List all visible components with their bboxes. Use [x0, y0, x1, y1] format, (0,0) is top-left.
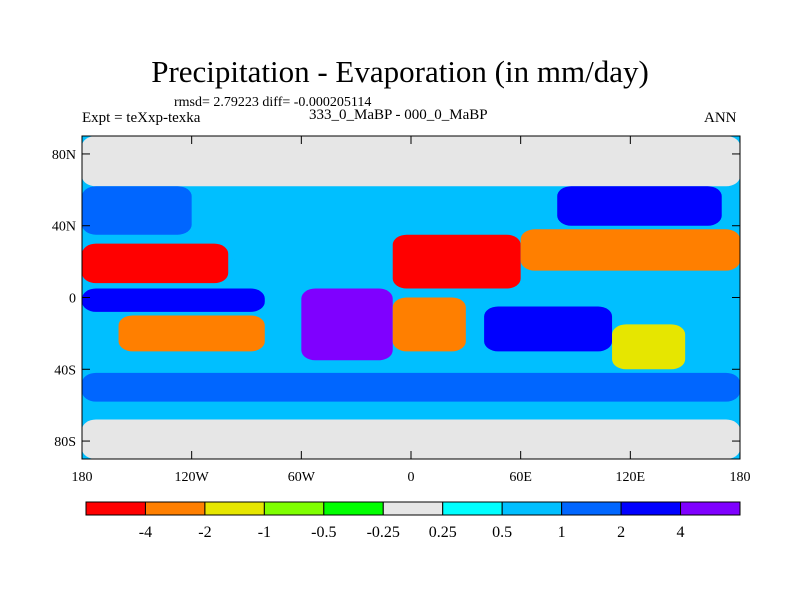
colorbar-swatch — [680, 501, 741, 516]
colorbar-label: 0.5 — [492, 524, 512, 541]
map-region-subtropical-dry-belt — [392, 234, 521, 289]
x-tick-label: 180 — [72, 470, 93, 485]
colorbar-label: -0.25 — [367, 524, 400, 541]
map-axes: 180 120W 60W 0 60E 120E 180 80N 40N 0 40S 80S — [52, 135, 751, 485]
map-region-polar-north — [82, 136, 740, 187]
colorbar-label: -1 — [258, 524, 271, 541]
map-region-asia-wet — [557, 186, 722, 226]
map-region-north-pacific-dry — [82, 243, 229, 284]
colorbar-label: -0.5 — [311, 524, 336, 541]
colorbar-swatch — [561, 501, 622, 516]
colorbar-label: 0.25 — [429, 524, 457, 541]
colorbar-swatch — [382, 501, 444, 516]
map-region-north-continent-wet — [228, 198, 338, 262]
colorbar-swatch — [323, 501, 384, 516]
map-region-tropical-land-wet — [301, 288, 393, 361]
x-tick-label: 0 — [408, 470, 415, 485]
x-tick-label: 60W — [288, 470, 316, 485]
experiment-label: Expt = teXxp-texka — [82, 110, 201, 126]
colorbar-swatch — [263, 501, 325, 516]
x-tick-label: 120E — [616, 470, 646, 485]
x-tick-label: 180 — [730, 470, 751, 485]
colorbar-label: 2 — [617, 524, 625, 541]
colorbar: -4 -2 -1 -0.5 -0.25 0.25 0.5 1 2 4 — [85, 501, 741, 541]
map-region-south-pacific-dry — [118, 315, 265, 352]
x-tick-label: 120W — [175, 470, 210, 485]
map-plot-area — [82, 136, 740, 459]
map-region-africa-dry — [392, 297, 466, 352]
colorbar-swatch — [620, 501, 682, 516]
map-region-north-pacific-storm — [82, 186, 192, 235]
colorbar-swatch — [501, 501, 563, 516]
map-region-indian-ocean-wet — [484, 306, 613, 352]
y-tick-label: 40N — [52, 220, 76, 235]
y-tick-label: 0 — [69, 292, 76, 307]
colorbar-label: 1 — [558, 524, 566, 541]
colorbar-label: -4 — [139, 524, 152, 541]
chart-title: Precipitation - Evaporation (in mm/day) — [151, 54, 649, 89]
colorbar-label: -2 — [198, 524, 211, 541]
y-tick-label: 80S — [54, 435, 76, 450]
map-region-southern-ocean-band — [82, 372, 740, 402]
colorbar-swatch — [442, 501, 503, 516]
stats-label: rmsd= 2.79223 diff= -0.000205114 — [174, 95, 372, 110]
season-label: ANN — [704, 110, 737, 126]
colorbar-swatch — [144, 501, 206, 516]
colorbar-label: 4 — [677, 524, 685, 541]
map-region-polar-south — [82, 419, 740, 459]
x-tick-label: 60E — [509, 470, 532, 485]
y-tick-label: 80N — [52, 148, 76, 163]
colorbar-swatch — [204, 501, 265, 516]
map-region-australia-dry — [612, 324, 686, 370]
case-label: 333_0_MaBP - 000_0_MaBP — [309, 107, 488, 123]
colorbar-swatch — [85, 501, 146, 516]
map-region-pacific-itcz — [82, 288, 265, 312]
map-region-east-continent-dry — [520, 229, 740, 271]
y-tick-label: 40S — [54, 363, 76, 378]
